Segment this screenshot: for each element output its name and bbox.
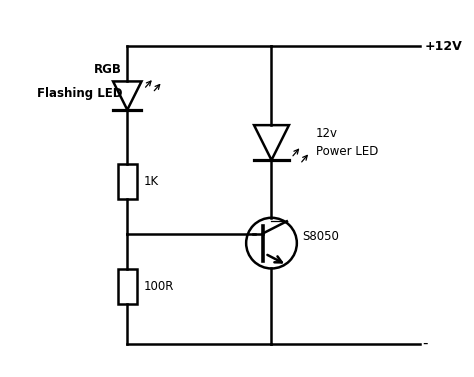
FancyBboxPatch shape <box>118 269 137 304</box>
FancyBboxPatch shape <box>118 164 137 199</box>
Polygon shape <box>113 81 142 110</box>
Text: 12v: 12v <box>316 127 338 140</box>
Text: Flashing LED: Flashing LED <box>36 87 122 100</box>
Text: 100R: 100R <box>144 280 174 293</box>
Text: -: - <box>422 336 428 351</box>
Text: 1K: 1K <box>144 175 159 188</box>
Text: +12V: +12V <box>424 40 462 53</box>
Text: RGB: RGB <box>94 63 122 76</box>
Text: S8050: S8050 <box>302 230 339 243</box>
Text: Power LED: Power LED <box>316 145 378 158</box>
Polygon shape <box>254 125 289 160</box>
